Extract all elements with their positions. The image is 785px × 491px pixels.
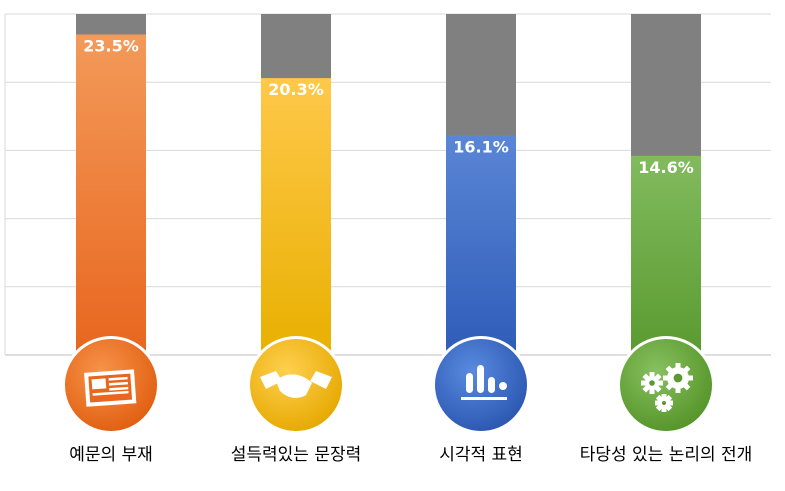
bar (446, 135, 516, 355)
bar (631, 155, 701, 355)
handshake-icon (247, 336, 345, 434)
bar (261, 78, 331, 355)
category-label: 타당성 있는 논리의 전개 (580, 445, 753, 465)
data-label: 23.5% (83, 36, 139, 55)
bar-chart-icon (432, 336, 530, 434)
data-label: 14.6% (638, 158, 694, 177)
bars (76, 14, 701, 356)
data-label: 20.3% (268, 80, 324, 99)
category-label: 시각적 표현 (439, 445, 523, 465)
bar (76, 34, 146, 356)
newspaper-icon (62, 336, 160, 434)
category-label: 설득력있는 문장력 (231, 445, 362, 465)
labels: 23.5% 예문의 부재 20.3% 설득력있는 문장력 16.1% 시각적 표현 14.6… (69, 36, 752, 465)
category-icons (62, 336, 715, 434)
icon-circle (620, 339, 712, 431)
data-label: 16.1% (453, 137, 509, 156)
category-label: 예문의 부재 (69, 445, 153, 465)
gears-icon (617, 336, 715, 434)
